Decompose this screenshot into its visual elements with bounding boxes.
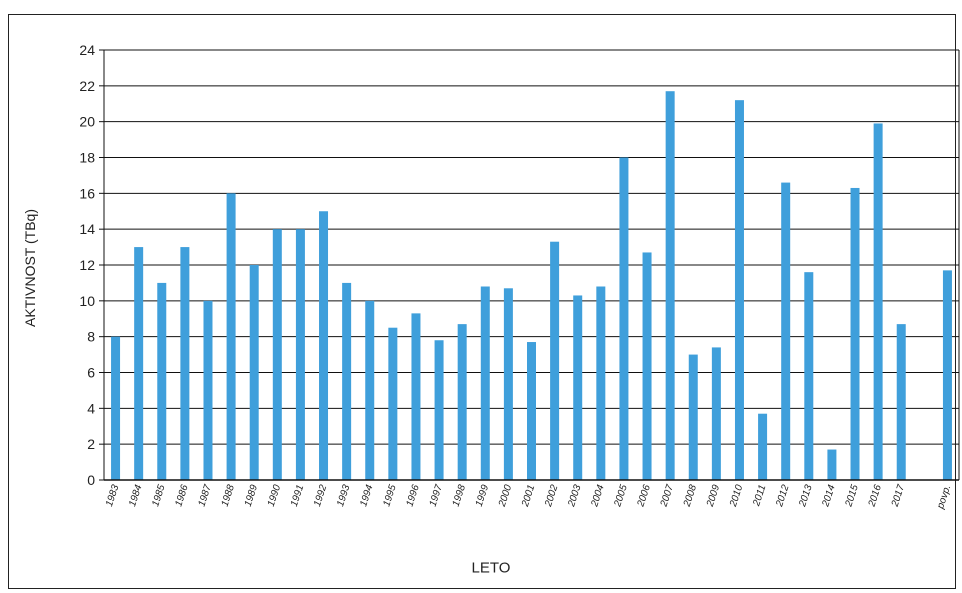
y-tick-label: 2 bbox=[87, 436, 95, 452]
bar-1996 bbox=[411, 313, 421, 480]
bar-1990 bbox=[272, 229, 282, 480]
x-tick-label: 2002 bbox=[543, 483, 561, 509]
bar-1992 bbox=[319, 211, 329, 480]
bar-2015 bbox=[850, 187, 860, 481]
x-tick-label: 1992 bbox=[312, 483, 329, 508]
x-tick-label: 2005 bbox=[612, 483, 630, 509]
x-tick-label: 1998 bbox=[451, 483, 468, 508]
x-tick-label: 1991 bbox=[289, 484, 306, 509]
bar-povp. bbox=[942, 270, 952, 480]
bar-1991 bbox=[295, 229, 305, 480]
y-tick-label: 14 bbox=[79, 221, 95, 237]
bar-2010 bbox=[734, 100, 744, 481]
y-tick-label: 24 bbox=[79, 42, 95, 58]
bar-1984 bbox=[134, 247, 144, 480]
bar-1985 bbox=[157, 282, 167, 480]
x-tick-label: 1997 bbox=[428, 483, 445, 508]
x-axis-title: LETO bbox=[471, 559, 511, 577]
y-tick-label: 0 bbox=[87, 472, 95, 488]
x-tick-label: 2009 bbox=[705, 483, 723, 509]
bar-1987 bbox=[203, 300, 213, 480]
bar-2012 bbox=[781, 182, 791, 481]
bar-2014 bbox=[827, 449, 837, 480]
bar-2006 bbox=[642, 252, 652, 480]
x-tick-label: 2008 bbox=[681, 483, 699, 509]
bar-1989 bbox=[249, 265, 259, 480]
x-tick-label: 2010 bbox=[728, 483, 746, 509]
x-tick-label: 2006 bbox=[635, 483, 653, 509]
x-tick-label: 2004 bbox=[589, 483, 607, 509]
x-tick-label: 1999 bbox=[474, 483, 491, 508]
bar-2016 bbox=[873, 123, 883, 480]
x-tick-label: 2014 bbox=[820, 483, 838, 509]
y-tick-label: 4 bbox=[87, 400, 95, 416]
y-axis-title: AKTIVNOST (TBq) bbox=[22, 209, 38, 327]
x-tick-label: 2012 bbox=[774, 483, 792, 509]
y-tick-label: 22 bbox=[79, 78, 95, 94]
x-tick-label: 2017 bbox=[889, 483, 907, 509]
y-tick-label: 12 bbox=[79, 257, 95, 273]
bar-1997 bbox=[434, 340, 444, 480]
x-tick-label: 2013 bbox=[797, 483, 815, 509]
x-tick-label: 1985 bbox=[150, 483, 167, 508]
x-tick-label: 1989 bbox=[243, 483, 260, 508]
y-tick-label: 8 bbox=[87, 329, 95, 345]
x-tick-label: 1993 bbox=[335, 483, 352, 508]
bar-2011 bbox=[758, 413, 768, 480]
y-tick-label: 18 bbox=[79, 150, 95, 166]
x-tick-label: 2011 bbox=[751, 484, 768, 509]
bar-1995 bbox=[388, 327, 398, 480]
bar-2001 bbox=[527, 342, 536, 480]
x-tick-label: 2015 bbox=[843, 483, 861, 509]
x-tick-label: povp. bbox=[935, 484, 953, 512]
bar-2008 bbox=[688, 354, 698, 480]
bar-2004 bbox=[596, 286, 606, 480]
bar-2013 bbox=[804, 272, 814, 480]
bar-1983 bbox=[111, 336, 121, 480]
x-tick-label: 1995 bbox=[381, 483, 398, 508]
bar-1988 bbox=[226, 193, 236, 481]
bar-1986 bbox=[180, 247, 190, 480]
x-tick-label: 1990 bbox=[266, 483, 283, 508]
x-tick-label: 1984 bbox=[127, 483, 144, 508]
bar-2017 bbox=[896, 324, 906, 480]
bar-1998 bbox=[457, 324, 467, 480]
bar-2002 bbox=[550, 241, 560, 480]
bar-1994 bbox=[365, 300, 375, 480]
x-tick-label: 1994 bbox=[358, 483, 375, 508]
x-tick-label: 1983 bbox=[104, 483, 121, 508]
bar-2009 bbox=[711, 347, 721, 480]
bar-2005 bbox=[619, 157, 629, 480]
x-tick-label: 1988 bbox=[220, 483, 237, 508]
y-tick-label: 10 bbox=[79, 293, 95, 309]
x-tick-label: 2007 bbox=[658, 483, 676, 509]
y-tick-label: 6 bbox=[87, 365, 95, 381]
x-tick-label: 1996 bbox=[404, 483, 421, 508]
x-tick-label: 2016 bbox=[866, 483, 884, 509]
x-tick-label: 2000 bbox=[497, 483, 515, 509]
bar-2007 bbox=[665, 91, 675, 480]
x-tick-label: 2003 bbox=[566, 483, 584, 509]
x-tick-label: 1987 bbox=[197, 483, 214, 508]
bar-1993 bbox=[342, 282, 352, 480]
x-tick-label: 1986 bbox=[173, 483, 190, 508]
bar-2000 bbox=[503, 288, 513, 480]
bar-1999 bbox=[480, 286, 490, 480]
x-tick-label: 2001 bbox=[520, 484, 538, 510]
y-tick-label: 20 bbox=[79, 114, 95, 130]
bar-2003 bbox=[573, 295, 583, 480]
y-tick-label: 16 bbox=[79, 185, 95, 201]
bars bbox=[111, 91, 952, 481]
